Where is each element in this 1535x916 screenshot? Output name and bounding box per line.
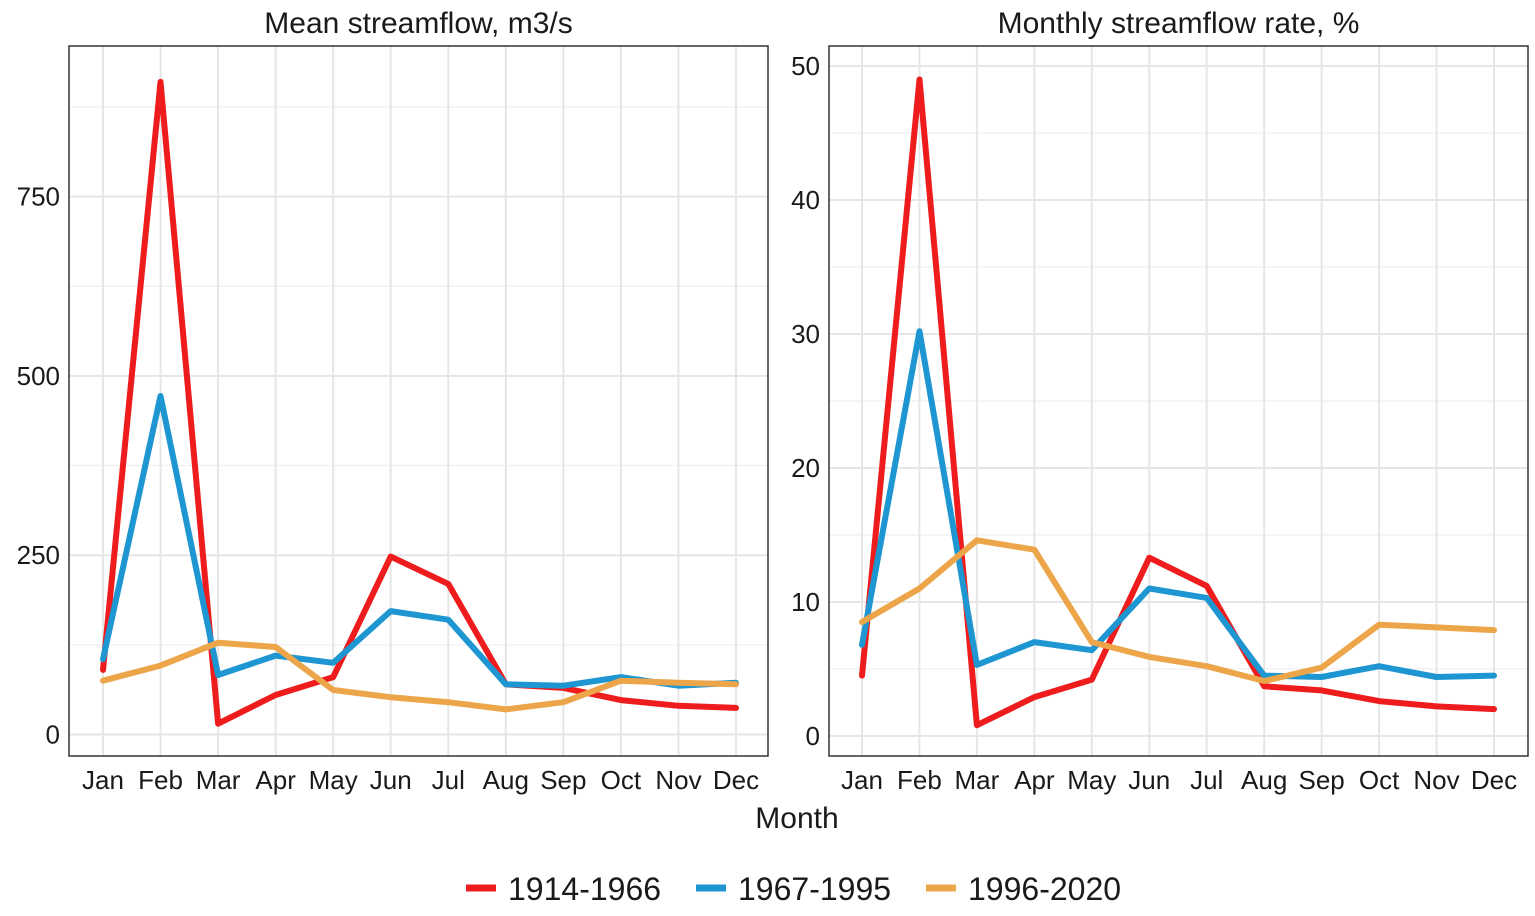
x-tick-label-nov: Nov <box>1413 765 1459 795</box>
x-tick-label-dec: Dec <box>1471 765 1517 795</box>
panel-monthly-streamflow-rate: 0 10 20 30 40 50 Jan Feb Mar Apr May Jun Jul Aug Sep Oc… <box>791 7 1529 795</box>
x-tick-label-aug: Aug <box>483 765 529 795</box>
x-tick-label-dec: Dec <box>713 765 759 795</box>
plot-frame <box>68 45 769 757</box>
x-tick-label-jan: Jan <box>82 765 124 795</box>
legend-item: 1914-1966 <box>466 871 661 907</box>
x-tick-label-mar: Mar <box>955 765 1000 795</box>
legend-item: 1996-2020 <box>926 871 1121 907</box>
legend: 1914-1966 1967-1995 1996-2020 <box>466 871 1121 907</box>
series-line-1967-1995 <box>859 328 1497 680</box>
x-tick-label-nov: Nov <box>655 765 701 795</box>
x-tick-label-sep: Sep <box>540 765 586 795</box>
series-line-1996-2020 <box>100 639 739 713</box>
x-tick-label-oct: Oct <box>601 765 642 795</box>
x-tick-label-jul: Jul <box>1190 765 1223 795</box>
y-tick-label: 0 <box>46 719 60 749</box>
legend-item: 1967-1995 <box>696 871 891 907</box>
chart-title: Mean streamflow, m3/s <box>264 7 572 40</box>
x-tick-label-mar: Mar <box>196 765 241 795</box>
series-line-1996-2020 <box>859 537 1497 684</box>
panel-mean-streamflow: 0 250 500 750 Jan Feb Mar Apr May Jun Jul Aug Sep Oct… <box>17 7 769 795</box>
y-tick-label: 250 <box>17 540 60 570</box>
y-tick-label: 10 <box>791 587 820 617</box>
y-tick-label: 20 <box>791 453 820 483</box>
y-tick-label: 40 <box>791 185 820 215</box>
plot-frame <box>828 45 1529 757</box>
x-tick-label-apr: Apr <box>255 765 296 795</box>
x-tick-label-feb: Feb <box>897 765 942 795</box>
x-tick-label-feb: Feb <box>138 765 183 795</box>
y-tick-label: 500 <box>17 361 60 391</box>
x-tick-label-jun: Jun <box>370 765 412 795</box>
x-tick-label-sep: Sep <box>1299 765 1345 795</box>
x-tick-label-jan: Jan <box>841 765 883 795</box>
y-tick-label: 750 <box>17 182 60 212</box>
x-tick-label-may: May <box>309 765 358 795</box>
series-line-1914-1966 <box>100 78 739 727</box>
legend-label: 1914-1966 <box>508 871 661 907</box>
x-tick-label-jul: Jul <box>432 765 465 795</box>
x-tick-label-apr: Apr <box>1014 765 1055 795</box>
x-tick-label-aug: Aug <box>1241 765 1287 795</box>
y-tick-label: 30 <box>791 319 820 349</box>
x-axis-label: Month <box>755 802 838 835</box>
x-tick-label-jun: Jun <box>1128 765 1170 795</box>
x-tick-label-oct: Oct <box>1359 765 1400 795</box>
legend-label: 1996-2020 <box>968 871 1121 907</box>
y-tick-label: 0 <box>806 721 820 751</box>
chart-title: Monthly streamflow rate, % <box>998 7 1360 40</box>
x-tick-label-may: May <box>1067 765 1116 795</box>
y-tick-label: 50 <box>791 51 820 81</box>
series-line-1967-1995 <box>100 393 739 689</box>
legend-label: 1967-1995 <box>738 871 891 907</box>
